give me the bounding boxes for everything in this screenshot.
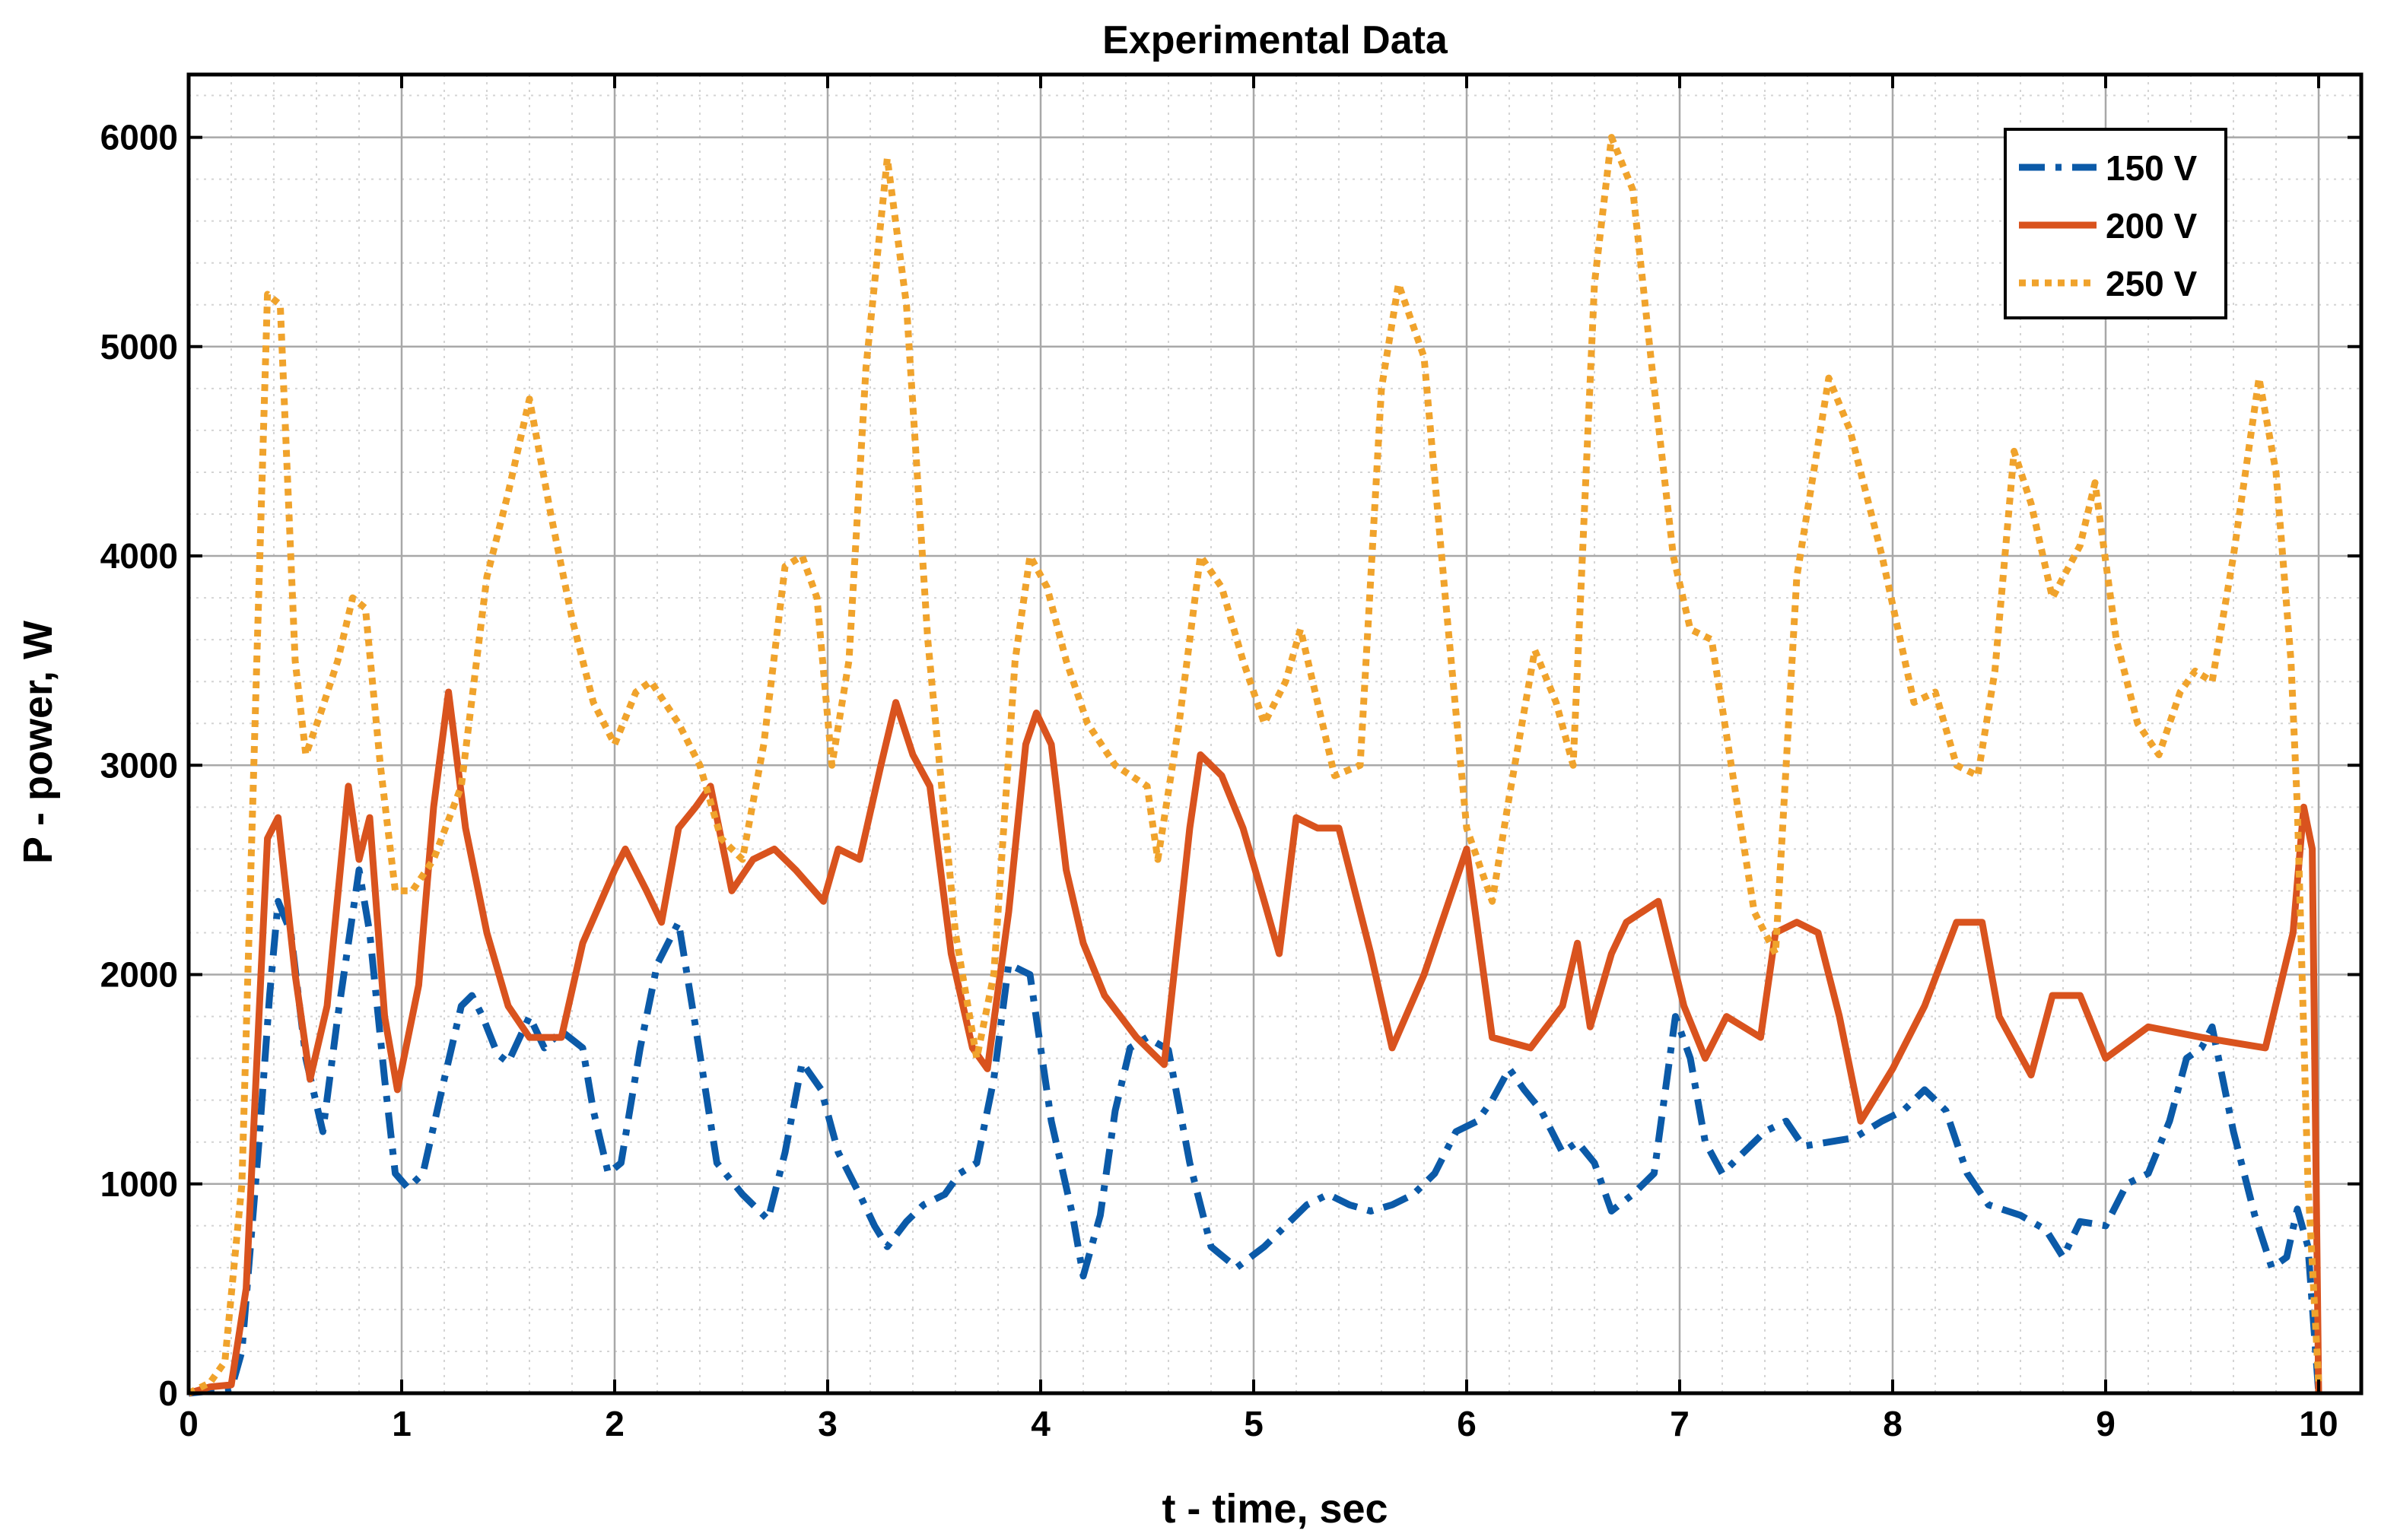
- plot-area: [189, 75, 2361, 1393]
- ticks-group: [187, 75, 2361, 1395]
- x-tick-labels: 0 1 2 3 4 5 6 7 8 9 10: [179, 1404, 2338, 1443]
- x-tick-label: 3: [818, 1404, 838, 1443]
- y-tick-label: 4000: [100, 536, 178, 576]
- y-tick-label: 5000: [100, 327, 178, 367]
- y-tick-label: 0: [158, 1373, 178, 1413]
- legend-label: 200 V: [2106, 206, 2198, 246]
- x-tick-label: 9: [2096, 1404, 2116, 1443]
- x-tick-label: 8: [1883, 1404, 1903, 1443]
- y-tick-label: 3000: [100, 745, 178, 785]
- x-tick-label: 1: [392, 1404, 412, 1443]
- series-group: [187, 134, 2322, 1397]
- x-axis-label: t - time, sec: [1162, 1486, 1388, 1532]
- x-tick-label: 2: [605, 1404, 625, 1443]
- y-tick-labels: 0 1000 2000 3000 4000 5000 6000: [100, 118, 178, 1413]
- legend-label: 150 V: [2106, 148, 2198, 188]
- x-tick-label: 4: [1031, 1404, 1051, 1443]
- legend-box: [2004, 128, 2227, 319]
- series-line-150v: [188, 866, 2322, 1397]
- legend: 150 V 200 V 250 V: [2004, 128, 2227, 319]
- x-tick-label: 7: [1670, 1404, 1690, 1443]
- legend-label: 250 V: [2106, 264, 2198, 303]
- x-tick-label: 10: [2299, 1404, 2338, 1443]
- y-tick-label: 6000: [100, 118, 178, 157]
- y-axis-label: P - power, W: [15, 621, 61, 864]
- y-tick-label: 1000: [100, 1164, 178, 1204]
- y-tick-label: 2000: [100, 955, 178, 995]
- plot-frame: [186, 72, 2364, 1396]
- series-line-250v: [187, 134, 2322, 1397]
- chart-title: Experimental Data: [1102, 18, 1448, 62]
- x-tick-label: 5: [1244, 1404, 1264, 1443]
- x-tick-label: 0: [179, 1404, 199, 1443]
- x-tick-label: 6: [1457, 1404, 1477, 1443]
- series-line-200v: [187, 688, 2322, 1397]
